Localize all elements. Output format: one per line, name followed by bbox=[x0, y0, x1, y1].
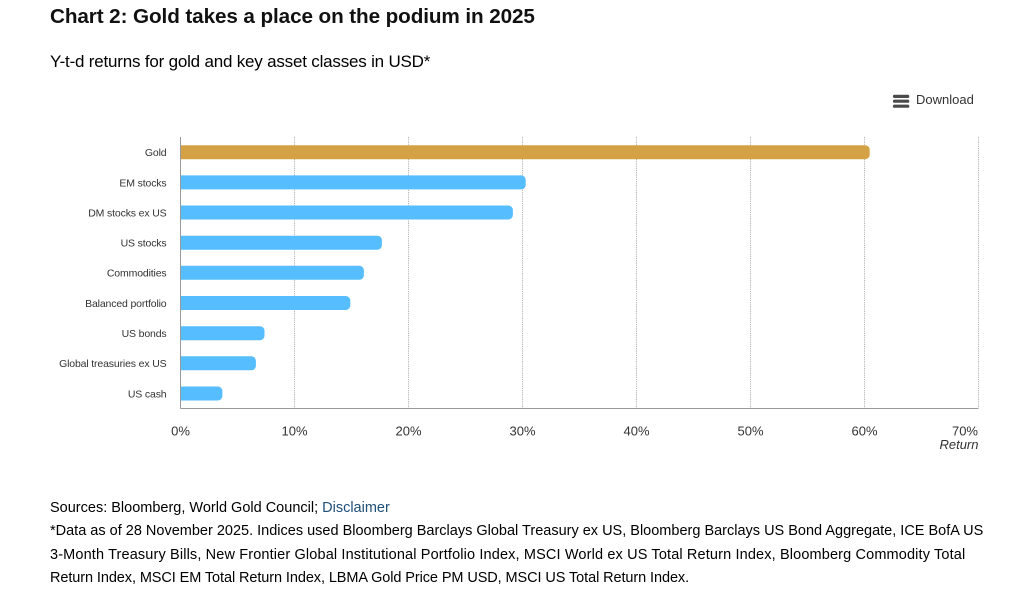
svg-text:50%: 50% bbox=[737, 423, 763, 438]
svg-text:US cash: US cash bbox=[128, 388, 167, 400]
svg-text:10%: 10% bbox=[281, 423, 307, 438]
svg-text:EM stocks: EM stocks bbox=[119, 177, 166, 189]
svg-text:60%: 60% bbox=[851, 423, 877, 438]
svg-text:DM stocks ex US: DM stocks ex US bbox=[88, 207, 166, 219]
svg-text:40%: 40% bbox=[623, 423, 649, 438]
svg-text:30%: 30% bbox=[509, 423, 535, 438]
svg-text:US stocks: US stocks bbox=[121, 238, 167, 250]
svg-text:US bonds: US bonds bbox=[122, 328, 167, 340]
svg-text:Return: Return bbox=[939, 437, 978, 452]
svg-text:Balanced portfolio: Balanced portfolio bbox=[85, 298, 167, 310]
svg-text:Commodities: Commodities bbox=[107, 268, 167, 280]
svg-text:70%: 70% bbox=[952, 423, 978, 438]
svg-text:0%: 0% bbox=[171, 423, 190, 438]
svg-text:Gold: Gold bbox=[145, 147, 167, 159]
svg-text:Global treasuries ex US: Global treasuries ex US bbox=[59, 358, 167, 370]
svg-text:20%: 20% bbox=[395, 423, 421, 438]
